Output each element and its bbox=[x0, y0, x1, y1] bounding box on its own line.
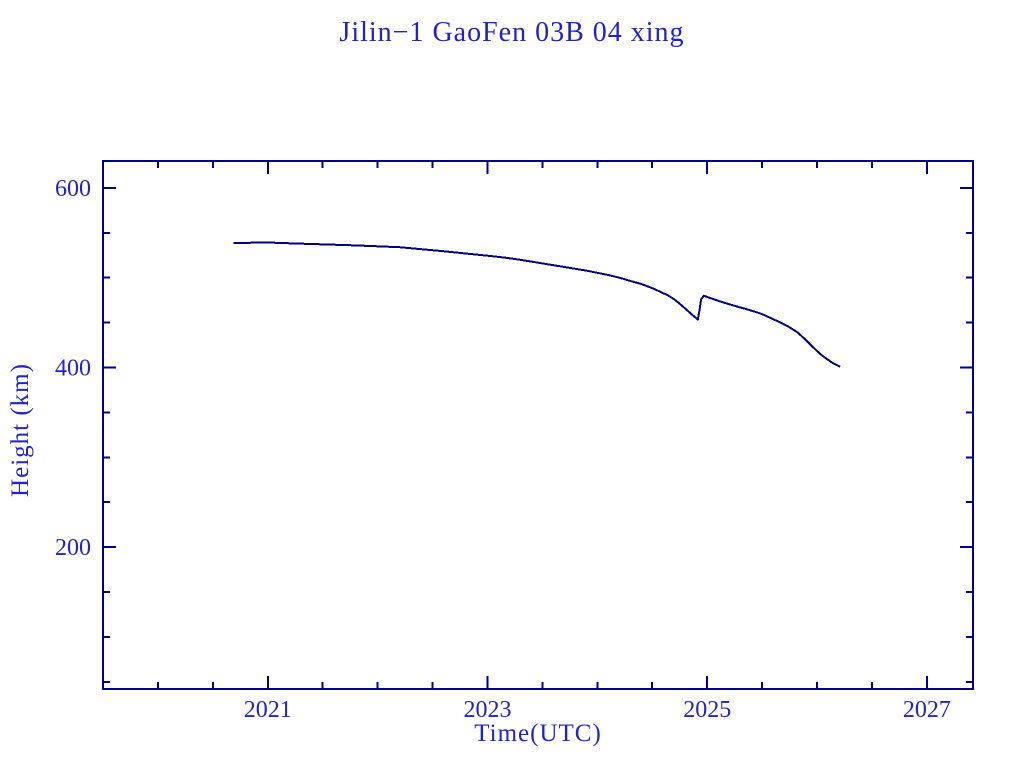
y-tick-label: 600 bbox=[55, 176, 91, 202]
height-curve bbox=[233, 241, 841, 368]
y-axis-label: Height (km) bbox=[7, 363, 34, 497]
x-tick-label: 2025 bbox=[683, 697, 731, 723]
x-tick-label: 2021 bbox=[244, 697, 292, 723]
y-tick-label: 400 bbox=[55, 356, 91, 382]
x-axis-label: Time(UTC) bbox=[474, 720, 602, 747]
x-tick-label: 2027 bbox=[903, 697, 951, 723]
plot-border bbox=[102, 160, 974, 690]
plot-region: 2021 2023 2025 2027 200 400 600 bbox=[55, 160, 974, 723]
y-tick-label: 200 bbox=[55, 535, 91, 561]
chart-title: Jilin−1 GaoFen 03B 04 xing bbox=[339, 17, 684, 48]
x-tick-label: 2023 bbox=[464, 697, 512, 723]
